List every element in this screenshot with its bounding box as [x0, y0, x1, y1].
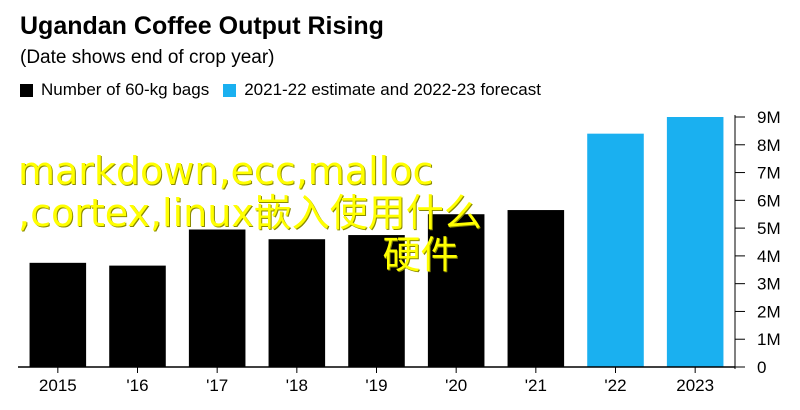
- x-tick-label-8: 2023: [676, 376, 714, 395]
- legend-swatch-forecast: [223, 83, 237, 97]
- x-tick-label-3: '18: [286, 376, 308, 395]
- y-tick-label-7: 7M: [757, 164, 781, 183]
- chart-title: Ugandan Coffee Output Rising: [20, 12, 384, 40]
- legend-item-bags: Number of 60-kg bags: [20, 80, 209, 100]
- legend-swatch-bags: [20, 83, 33, 97]
- x-tick-label-4: '19: [365, 376, 387, 395]
- y-tick-label-2: 2M: [757, 302, 781, 321]
- bar-6: [507, 210, 565, 367]
- bar-2: [188, 229, 246, 367]
- x-tick-label-1: '16: [126, 376, 148, 395]
- y-tick-label-6: 6M: [757, 191, 781, 210]
- y-tick-label-4: 4M: [757, 247, 781, 266]
- bar-5: [427, 214, 485, 367]
- legend-label-bags: Number of 60-kg bags: [41, 80, 210, 99]
- legend-label-forecast: 2021-22 estimate and 2022-23 forecast: [244, 80, 541, 99]
- legend: Number of 60-kg bags 2021-22 estimate an…: [20, 80, 555, 100]
- bar-3: [268, 239, 326, 367]
- y-tick-label-3: 3M: [757, 275, 781, 294]
- x-tick-label-6: '21: [525, 376, 547, 395]
- bar-0: [29, 262, 87, 367]
- bar-7: [587, 133, 644, 367]
- y-tick-label-5: 5M: [757, 219, 781, 238]
- legend-item-forecast: 2021-22 estimate and 2022-23 forecast: [223, 80, 541, 100]
- y-tick-label-9: 9M: [757, 108, 781, 127]
- y-tick-label-8: 8M: [757, 136, 781, 155]
- y-tick-label-1: 1M: [757, 330, 781, 349]
- x-tick-label-2: '17: [206, 376, 228, 395]
- bar-8: [666, 117, 724, 367]
- x-tick-label-5: '20: [445, 376, 467, 395]
- bar-1: [109, 265, 166, 367]
- y-tick-label-0: 0: [757, 358, 766, 377]
- bar-4: [348, 235, 405, 367]
- x-tick-label-7: '22: [604, 376, 626, 395]
- x-tick-label-0: 2015: [39, 376, 77, 395]
- chart-subtitle: (Date shows end of crop year): [20, 47, 275, 68]
